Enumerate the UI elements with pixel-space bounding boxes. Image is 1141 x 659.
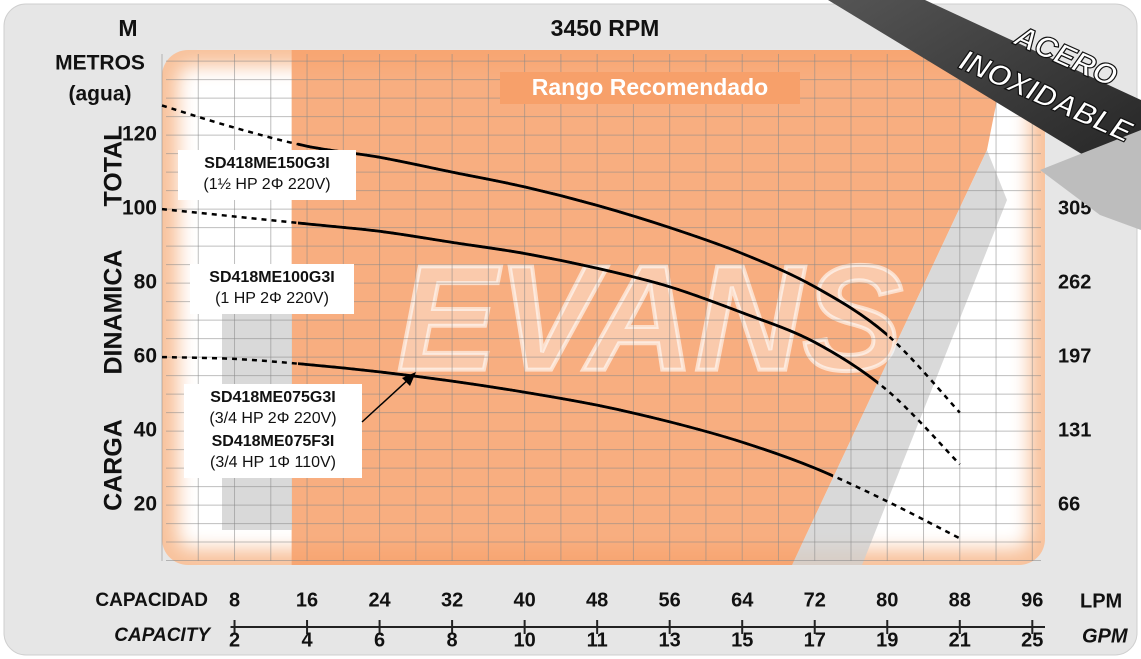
curve: [297, 362, 833, 478]
x2-tick-label: 15: [731, 629, 753, 651]
y2-tick-label: 262: [1058, 271, 1091, 293]
label-box: [178, 150, 356, 200]
label-box: [190, 264, 354, 314]
y-unit-line: (agua): [69, 83, 132, 106]
y2-tick-label: 66: [1058, 493, 1080, 515]
model-spec: (1 HP 2Φ 220V): [215, 290, 329, 307]
x-tick-label: 8: [229, 589, 240, 611]
x2-tick-label: 10: [514, 629, 536, 651]
x-tick-label: 80: [876, 589, 898, 611]
plot-area: EVANS: [161, 50, 1045, 565]
watermark: EVANS: [397, 234, 903, 402]
x2-tick-label: 17: [804, 629, 826, 651]
model-name: SD418ME075G3I: [210, 389, 335, 406]
y-tick-label: 40: [134, 419, 157, 442]
x2-tick-label: 13: [659, 629, 681, 651]
y-tick-label: 20: [134, 493, 157, 516]
model-name: SD418ME100G3I: [209, 269, 334, 286]
y-tick-label: 60: [134, 345, 157, 368]
curve: [297, 221, 879, 385]
y-axis-label: DINAMICA: [100, 250, 128, 375]
y2-tick-label: 131: [1058, 419, 1091, 441]
overlay: 8 16 24 32 40 48 56 64 72 80 88 9620406080100120661…: [55, 0, 1141, 651]
curve: [297, 142, 888, 337]
x-tick-label: 96: [1021, 589, 1043, 611]
y-axis-label: TOTAL: [100, 125, 128, 206]
y-unit-line: METROS: [55, 52, 145, 75]
x-tick-label: 56: [659, 589, 681, 611]
y-axis-label: CARGA: [100, 419, 128, 511]
label-box: [184, 384, 362, 478]
y2-tick-label: 305: [1058, 197, 1091, 219]
y-unit: M: [118, 15, 137, 41]
y-tick-label: 100: [122, 197, 157, 220]
x2-tick-label: 21: [949, 629, 971, 651]
recommended-range: [291, 50, 1007, 565]
arrow-head: [402, 372, 416, 386]
x-tick-label: 40: [514, 589, 536, 611]
arrow: [361, 377, 411, 423]
x2-unit: GPM: [1082, 625, 1129, 647]
y2-tick-label: 197: [1058, 345, 1091, 367]
range-label: Rango Recomendado: [532, 74, 768, 100]
x2-tick-label: 4: [301, 629, 313, 651]
x2-tick-label: 6: [374, 629, 385, 651]
x-tick-label: 64: [731, 589, 754, 611]
model-name: SD418ME150G3I: [204, 155, 329, 172]
badge-ribbon: [828, 0, 1141, 190]
x-tick-label: 16: [296, 589, 318, 611]
x-tick-label: 88: [949, 589, 971, 611]
model-spec: (3/4 HP 1Φ 110V): [210, 454, 336, 471]
x-tick-label: 24: [368, 589, 391, 611]
x2-tick-label: 25: [1021, 629, 1043, 651]
model-spec: (1½ HP 2Φ 220V): [203, 176, 330, 193]
chart-title: 3450 RPM: [551, 15, 660, 41]
y-tick-label: 80: [134, 271, 157, 294]
x-axis-label: CAPACIDAD: [95, 590, 208, 611]
x2-tick-label: 19: [876, 629, 898, 651]
x2-tick-label: 2: [229, 629, 240, 651]
range-label-bg: [500, 72, 800, 104]
x2-tick-label: 8: [447, 629, 458, 651]
x-tick-label: 48: [586, 589, 608, 611]
y-tick-label: 120: [122, 123, 157, 146]
x-tick-label: 32: [441, 589, 463, 611]
x2-tick-label: 11: [587, 629, 608, 651]
badge-curl: [1040, 130, 1141, 230]
x2-axis-label: CAPACITY: [114, 625, 212, 646]
model-name: SD418ME075F3I: [212, 433, 335, 450]
x-tick-label: 72: [804, 589, 826, 611]
model-spec: (3/4 HP 2Φ 220V): [209, 410, 336, 427]
x-unit: LPM: [1080, 590, 1122, 612]
